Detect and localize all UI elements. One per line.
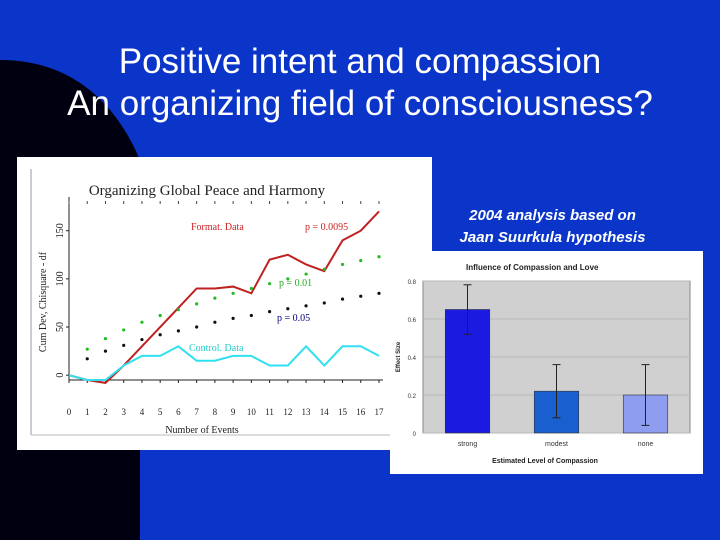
y-tick-label: 0.2 — [408, 394, 417, 400]
x-tick-label: strong — [458, 441, 478, 448]
series-point — [322, 267, 326, 271]
caption-line-2: Jaan Suurkula hypothesis — [459, 229, 646, 246]
series-point — [267, 282, 272, 286]
y-axis-label: Cum Dev, Chisquare - df — [38, 251, 49, 352]
x-tick-label: 8 — [213, 407, 218, 417]
x-axis-label: Number of Events — [165, 425, 238, 436]
series-line — [68, 344, 380, 381]
x-tick-label: 3 — [121, 407, 126, 417]
analysis-caption: 2004 analysis based on Jaan Suurkula hyp… — [425, 205, 680, 249]
chart-annotation: Format. Data — [191, 222, 244, 233]
series-point — [359, 294, 363, 298]
y-tick-label: 150 — [55, 223, 66, 238]
y-axis-label: Effect Size — [396, 341, 402, 372]
series-point — [103, 336, 108, 341]
slide-title-line-2: An organizing field of consciousness? — [67, 84, 653, 123]
x-tick-label: 10 — [247, 407, 257, 417]
x-tick-label: 1 — [85, 407, 90, 417]
x-tick-label: 5 — [158, 407, 163, 417]
series-point — [304, 272, 308, 276]
series-point — [340, 262, 345, 267]
x-tick-label: 16 — [356, 407, 366, 417]
series-point — [122, 328, 126, 332]
compassion-bar-chart: 0 0.2 0.4 0.6 0.8 strong modest none Influence o… — [396, 263, 691, 465]
compassion-chart-panel: 0 0.2 0.4 0.6 0.8 strong modest none Influence o… — [390, 251, 703, 474]
x-tick-label: modest — [545, 441, 568, 448]
caption-line-1: 2004 analysis based on — [469, 207, 636, 224]
series-point — [249, 286, 253, 291]
series-point — [195, 325, 199, 329]
series-point — [249, 313, 253, 318]
chart-title: Influence of Compassion and Love — [466, 263, 599, 272]
series-point — [85, 357, 89, 361]
series-point — [322, 301, 326, 305]
series-point — [176, 308, 181, 312]
series-point — [213, 296, 217, 300]
series-point — [176, 329, 181, 333]
series-point — [158, 313, 162, 318]
x-tick-label: 6 — [176, 407, 181, 417]
chart-annotation: Control. Data — [189, 343, 244, 354]
y-tick-label: 0 — [55, 373, 66, 378]
x-tick-label: 2 — [103, 407, 108, 417]
series-point — [213, 320, 217, 324]
x-tick-label: 11 — [265, 407, 274, 417]
y-tick-label: 0.8 — [408, 280, 417, 286]
series-point — [231, 291, 235, 295]
x-tick-label: 17 — [375, 407, 385, 417]
x-tick-label: 0 — [67, 407, 72, 417]
series-point — [140, 337, 144, 342]
chart-annotation: p = 0.01 — [279, 278, 312, 289]
series-point — [140, 320, 144, 324]
series-point — [286, 277, 290, 281]
chart-annotation: p = 0.05 — [277, 313, 310, 324]
x-tick-label: 7 — [194, 407, 199, 417]
series-point — [304, 304, 308, 308]
x-tick-label: 12 — [283, 407, 292, 417]
x-tick-label: 13 — [302, 407, 312, 417]
y-tick-label: 0.4 — [408, 356, 417, 362]
series-point — [158, 333, 162, 337]
series-point — [377, 255, 381, 259]
slide-title-line-1: Positive intent and compassion — [118, 42, 602, 81]
series-point — [103, 349, 108, 353]
series-point — [340, 297, 345, 301]
y-tick-label: 0.6 — [408, 318, 417, 324]
x-tick-label: 14 — [320, 407, 330, 417]
chart-annotation: p = 0.0095 — [305, 222, 348, 233]
series-point — [267, 310, 272, 314]
series-point — [286, 307, 290, 311]
y-tick-label: 0 — [413, 432, 417, 438]
y-tick-label: 50 — [55, 322, 66, 332]
series-point — [359, 258, 363, 263]
x-tick-label: 4 — [140, 407, 145, 417]
series-point — [122, 343, 126, 347]
y-tick-label: 100 — [55, 271, 66, 286]
series-point — [85, 347, 89, 351]
global-peace-chart-panel: 0 50 100 150 0 1 2 3 4 5 6 7 8 9 10 11 12 13 14 15 16 17 Organ… — [17, 157, 432, 450]
x-tick-label: 15 — [338, 407, 348, 417]
series-point — [377, 291, 381, 295]
x-tick-label: none — [638, 441, 654, 448]
x-axis-label: Estimated Level of Compassion — [492, 458, 598, 465]
chart-title: Organizing Global Peace and Harmony — [89, 183, 326, 199]
x-tick-label: 9 — [231, 407, 236, 417]
series-point — [231, 316, 235, 320]
series-point — [195, 302, 199, 306]
